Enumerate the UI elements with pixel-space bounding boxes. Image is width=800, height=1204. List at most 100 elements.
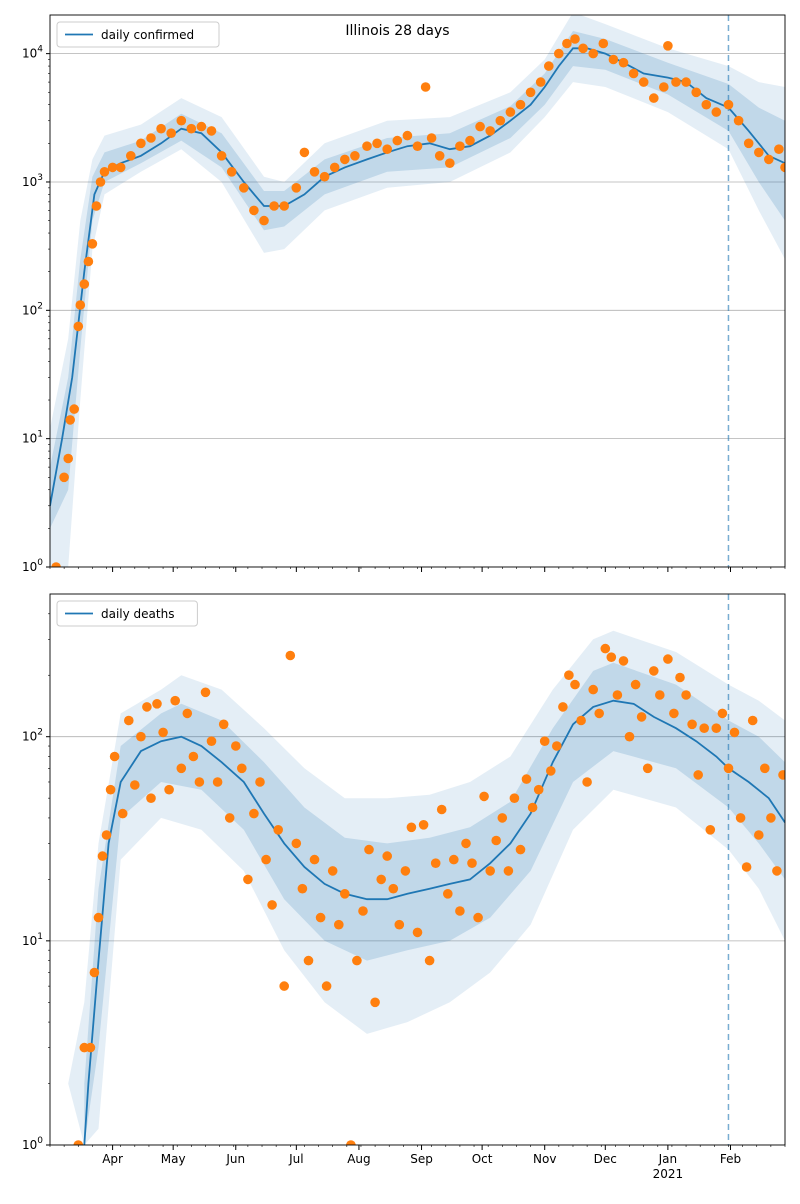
data-point [69,404,79,414]
data-point [743,138,754,149]
data-point [249,808,259,819]
data-point [443,889,453,899]
data-point [152,699,162,709]
data-point [424,955,435,966]
data-point [418,820,429,830]
data-point [735,813,746,823]
data-point [249,205,259,216]
data-point [612,690,623,700]
data-point [659,82,669,92]
data-point [109,751,120,762]
data-point [687,719,697,730]
legend-box [56,600,198,627]
data-point [156,123,166,134]
data-point [196,121,207,132]
data-point [479,791,489,802]
data-point [142,702,152,712]
plot-area [50,594,785,1145]
data-point [352,955,362,966]
data-point [582,777,592,787]
x-tick-sublabel: 2021 [653,1167,684,1181]
data-point [564,670,574,680]
data-point [412,927,423,938]
data-point [279,981,290,991]
data-point [461,838,471,849]
data-point [79,279,90,289]
data-point [239,183,249,193]
data-point [491,835,502,846]
data-point [600,643,611,654]
data-point [392,135,403,146]
data-point [539,736,550,746]
data-point [588,684,598,695]
data-point [350,151,360,161]
data-point [327,866,338,876]
data-point [671,77,681,87]
x-tick-label: Oct [472,1152,493,1166]
data-point [269,201,279,211]
legend-label: daily confirmed [101,28,194,42]
x-tick-label: Sep [410,1152,433,1166]
data-point [624,731,635,742]
data-point [75,300,86,310]
y-tick-label: 100 [22,1136,43,1152]
data-point [628,68,639,79]
data-point [467,858,477,868]
data-point [319,171,330,182]
data-point [675,672,685,683]
data-point [430,858,441,868]
data-point [89,967,100,978]
data-point [91,201,102,211]
data-point [146,133,156,143]
data-point [372,138,382,149]
data-point [200,687,211,698]
data-point [764,154,774,165]
x-tick-label: Nov [533,1152,556,1166]
data-point [436,804,447,815]
data-point [754,147,764,158]
data-point [299,147,310,158]
data-point [434,151,445,161]
data-point [578,43,588,54]
data-point [717,708,728,719]
data-point [182,708,193,719]
data-point [73,1140,84,1145]
data-point [218,719,229,730]
data-point [465,135,475,146]
x-tick-label: Jun [225,1152,245,1166]
data-point [608,54,619,65]
data-point [455,141,465,151]
data-point [445,158,455,168]
data-point [699,723,709,733]
data-point [87,239,98,249]
data-point [176,115,187,126]
data-point [473,912,483,923]
data-point [515,844,526,855]
data-point [426,133,437,143]
data-point [729,727,740,738]
plot-area [50,15,785,567]
data-point [754,830,764,840]
data-point [606,652,617,662]
data-point [455,906,465,916]
data-point [630,679,641,690]
data-point [505,107,516,117]
data-point [420,82,431,92]
data-point [780,162,785,173]
data-point [701,99,712,110]
data-point [554,48,564,59]
data-point [400,866,411,876]
data-point [509,793,520,803]
data-point [255,777,265,787]
confidence-band-2 [50,31,785,529]
data-point [649,666,659,676]
data-point [681,77,691,87]
confidence-band-1 [68,630,785,1145]
data-point [194,777,205,787]
data-point [309,167,320,177]
data-point [130,780,140,790]
data-point [321,981,332,991]
data-point [146,793,156,803]
data-point [649,93,659,103]
